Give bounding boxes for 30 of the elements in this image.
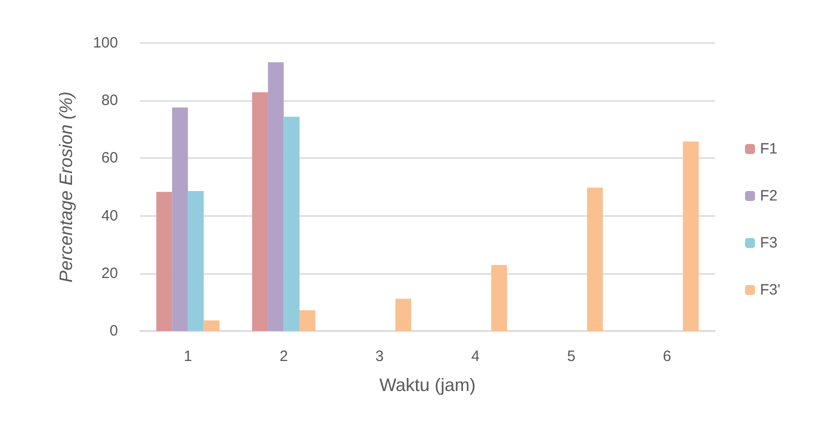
bar (300, 310, 316, 331)
y-tick-label: 100 (92, 34, 118, 52)
legend-label: F3' (760, 282, 781, 298)
x-tick-label: 2 (280, 348, 288, 365)
bar (587, 188, 603, 331)
bar (204, 320, 220, 331)
x-tick-label: 5 (567, 348, 576, 365)
bar (682, 141, 699, 331)
bar (188, 191, 204, 331)
bar (252, 92, 268, 331)
legend-label: F2 (760, 188, 778, 204)
y-tick-label: 40 (101, 207, 118, 224)
y-tick-label: 80 (101, 92, 118, 110)
y-axis-title: Percentage Erosion (%) (56, 91, 76, 283)
bar (284, 116, 300, 331)
bar (156, 192, 172, 331)
y-tick-label: 60 (101, 150, 118, 167)
x-tick-label: 1 (184, 348, 192, 365)
y-tick-label: 20 (101, 264, 118, 282)
x-tick-label: 3 (375, 348, 384, 365)
bar (172, 108, 188, 331)
x-tick-label: 6 (662, 348, 672, 365)
x-tick-label: 4 (471, 348, 480, 365)
legend-label: F1 (760, 140, 778, 158)
y-tick-label: 0 (110, 322, 118, 340)
legend-label: F3 (760, 234, 778, 252)
bar (395, 298, 412, 331)
bar (491, 265, 508, 331)
x-axis-title: Waktu (jam) (379, 375, 476, 395)
bar (268, 62, 284, 331)
